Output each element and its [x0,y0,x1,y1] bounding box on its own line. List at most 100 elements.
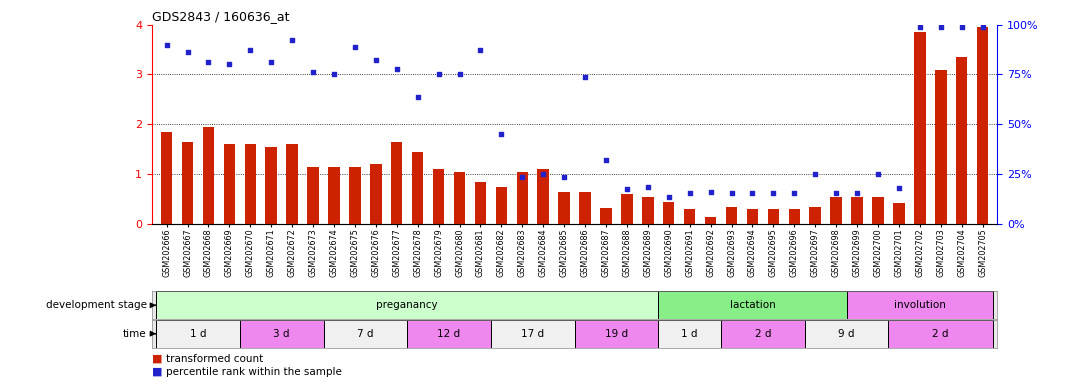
Text: development stage: development stage [46,300,147,310]
Bar [705,217,716,224]
Point [347,44,364,50]
Text: 1 d: 1 d [189,329,207,339]
Point [953,24,970,30]
Bar [747,209,759,224]
Bar [240,320,323,348]
Bar [789,209,800,224]
Bar [454,172,465,224]
Bar [956,57,967,224]
Point [827,190,844,196]
Point [493,131,510,137]
Point [325,71,342,78]
Bar [805,320,888,348]
Bar [265,147,277,224]
Bar [658,320,721,348]
Bar [391,142,402,224]
Point [807,171,824,177]
Bar [245,144,256,224]
Bar [349,167,361,224]
Text: 19 d: 19 d [605,329,628,339]
Bar [224,144,235,224]
Bar [721,320,805,348]
Text: time: time [123,329,147,339]
Point [723,190,740,196]
Point [660,194,677,200]
Bar [622,194,632,224]
Bar [725,207,737,224]
Bar [658,291,846,319]
Bar [935,70,947,224]
Bar [575,320,658,348]
Bar [156,291,658,319]
Text: transformed count: transformed count [166,354,263,364]
Point [284,36,301,43]
Text: 3 d: 3 d [274,329,290,339]
Point [682,190,699,196]
Text: 2 d: 2 d [932,329,949,339]
Point [305,69,322,75]
Bar [600,208,612,224]
Text: GDS2843 / 160636_at: GDS2843 / 160636_at [152,10,290,23]
Point [912,24,929,30]
Bar [852,197,862,224]
Bar [888,320,993,348]
Bar [830,197,842,224]
Point [597,157,614,164]
Bar [642,197,654,224]
Text: 1 d: 1 d [682,329,698,339]
Bar [328,167,340,224]
Bar [872,197,884,224]
Bar [914,32,926,224]
Bar [579,192,591,224]
Bar [809,207,821,224]
Point [618,186,636,192]
Bar [517,172,528,224]
Bar [684,209,696,224]
Bar [433,169,444,224]
Bar [475,182,486,224]
Point [702,189,719,195]
Point [535,171,552,177]
Point [200,59,217,65]
Point [974,24,991,30]
Bar [491,320,575,348]
Text: 7 d: 7 d [357,329,373,339]
Bar [156,320,240,348]
Bar [846,291,993,319]
Point [849,190,866,196]
Point [744,190,761,196]
Text: 9 d: 9 d [838,329,855,339]
Point [179,49,196,55]
Bar [287,144,297,224]
Text: 17 d: 17 d [521,329,545,339]
Bar [160,132,172,224]
Bar [537,169,549,224]
Bar [182,142,194,224]
Bar [663,202,674,224]
Text: lactation: lactation [730,300,776,310]
Bar [559,192,570,224]
Bar [307,167,319,224]
Bar [370,164,382,224]
Bar [323,320,408,348]
Point [450,71,468,78]
Point [367,56,384,63]
Point [577,74,594,80]
Bar [408,320,491,348]
Point [242,46,259,53]
Point [785,190,802,196]
Bar [495,187,507,224]
Point [262,59,279,65]
Text: 12 d: 12 d [438,329,460,339]
Bar [977,27,989,224]
Point [555,174,572,180]
Point [639,184,656,190]
Text: ■: ■ [152,367,163,377]
Text: involution: involution [893,300,946,310]
Text: percentile rank within the sample: percentile rank within the sample [166,367,341,377]
Bar [412,152,424,224]
Text: ■: ■ [152,354,163,364]
Bar [893,203,904,224]
Point [158,41,175,48]
Text: 2 d: 2 d [754,329,771,339]
